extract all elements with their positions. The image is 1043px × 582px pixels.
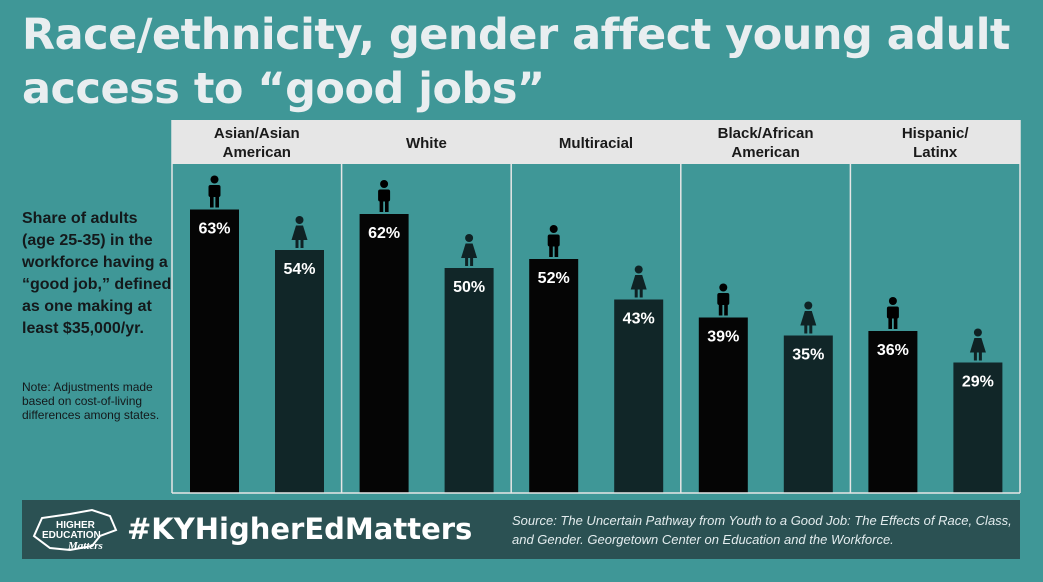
footer-banner: HIGHER EDUCATION Matters #KYHigherEdMatt… xyxy=(22,500,1020,559)
icon-leg xyxy=(804,324,808,334)
header-band xyxy=(172,120,1020,164)
male-icon xyxy=(886,297,899,329)
icon-dress xyxy=(630,275,647,290)
icon-leg xyxy=(554,245,559,257)
male-icon xyxy=(717,283,730,316)
icon-leg xyxy=(724,303,728,316)
icon-dress xyxy=(291,225,308,240)
icon-leg xyxy=(300,239,304,248)
category-label: Multiracial xyxy=(559,135,633,152)
icon-head xyxy=(380,180,389,188)
female-bar xyxy=(783,335,833,493)
icon-dress xyxy=(969,338,986,353)
male-icon xyxy=(547,225,560,257)
female-bar xyxy=(614,299,664,493)
icon-leg xyxy=(465,257,469,266)
data-label: 52% xyxy=(538,270,570,287)
category-label: Hispanic/Latinx xyxy=(902,125,970,161)
icon-head xyxy=(719,283,728,292)
male-bar xyxy=(190,209,239,493)
icon-dress xyxy=(800,311,817,326)
icon-body xyxy=(547,234,560,247)
icon-leg xyxy=(549,245,553,257)
female-bar xyxy=(444,268,494,493)
higher-education-matters-logo: HIGHER EDUCATION Matters xyxy=(32,508,118,552)
female-bar xyxy=(275,250,324,493)
male-bar xyxy=(529,259,579,493)
data-label: 36% xyxy=(877,342,909,359)
data-label: 62% xyxy=(368,225,400,242)
male-bar xyxy=(359,214,409,493)
icon-head xyxy=(973,328,982,337)
icon-leg xyxy=(718,303,723,316)
icon-body xyxy=(717,293,730,305)
icon-head xyxy=(634,265,643,274)
female-icon xyxy=(291,216,308,248)
icon-leg xyxy=(973,351,977,361)
data-label: 63% xyxy=(198,221,230,238)
chart-description: Share of adults (age 25-35) in the workf… xyxy=(22,210,172,337)
data-label: 39% xyxy=(707,329,739,346)
female-icon xyxy=(800,301,817,334)
female-icon xyxy=(630,265,647,298)
icon-leg xyxy=(893,317,898,329)
icon-leg xyxy=(215,195,219,208)
chart-note: Note: Adjustments made based on cost-of-… xyxy=(22,380,160,422)
icon-leg xyxy=(888,317,892,329)
female-bar xyxy=(953,362,1003,493)
male-bar xyxy=(698,317,748,493)
data-label: 29% xyxy=(962,374,994,391)
male-bar xyxy=(868,331,918,493)
icon-leg xyxy=(295,239,299,248)
data-label: 43% xyxy=(623,311,655,328)
male-icon xyxy=(378,180,391,212)
icon-head xyxy=(804,301,813,310)
page-title: Race/ethnicity, gender affect young adul… xyxy=(22,10,1010,114)
icon-leg xyxy=(978,351,982,361)
logo-text: HIGHER xyxy=(56,520,96,531)
icon-leg xyxy=(470,257,474,266)
icon-leg xyxy=(634,288,638,298)
data-label: 50% xyxy=(453,279,485,296)
icon-head xyxy=(210,175,219,184)
icon-leg xyxy=(385,200,389,212)
category-label: White xyxy=(406,135,447,152)
data-label: 54% xyxy=(283,261,315,278)
category-label: Asian/Asian American xyxy=(214,125,300,161)
hashtag: #KYHigherEdMatters xyxy=(127,512,473,546)
male-icon xyxy=(208,175,221,208)
female-icon xyxy=(969,328,986,361)
icon-body xyxy=(208,185,221,197)
data-label: 35% xyxy=(792,347,824,364)
icon-head xyxy=(549,225,558,233)
icon-body xyxy=(886,306,899,319)
icon-body xyxy=(378,189,391,202)
icon-leg xyxy=(210,195,214,208)
bar-chart: Asian/Asian American 63% 54% White 62% 50% Mult… xyxy=(171,120,1021,494)
icon-leg xyxy=(379,200,384,212)
icon-dress xyxy=(461,243,478,258)
source-citation: Source: The Uncertain Pathway from Youth… xyxy=(512,513,1012,547)
logo-text: Matters xyxy=(67,540,103,552)
icon-head xyxy=(888,297,897,305)
category-label: Black/African American xyxy=(718,125,814,161)
icon-leg xyxy=(639,288,643,298)
icon-leg xyxy=(809,324,813,334)
logo-text: EDUCATION xyxy=(42,530,101,541)
icon-head xyxy=(295,216,304,224)
female-icon xyxy=(461,234,478,266)
icon-head xyxy=(465,234,474,242)
